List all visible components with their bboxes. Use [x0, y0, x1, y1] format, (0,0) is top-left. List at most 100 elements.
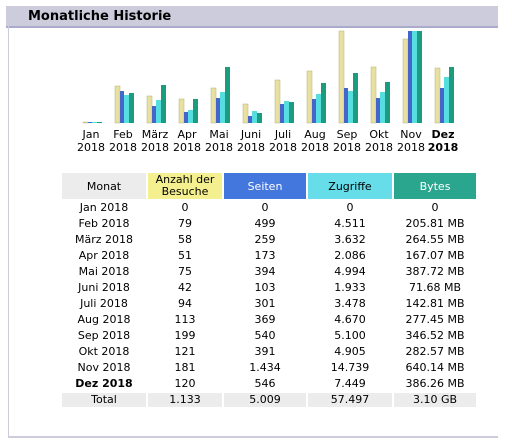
cell-month: Nov 2018: [77, 361, 131, 374]
cell-visits: 120: [174, 377, 196, 390]
month-label-year: 2018: [77, 141, 105, 154]
table-body: Jan 2018 0 0 0 0 Feb 2018 79 499 4.511 205.81 MB M…: [62, 201, 476, 391]
month-label: März 2018: [138, 128, 172, 154]
bar-pages: [280, 104, 284, 123]
bar-hits: [380, 92, 385, 123]
month-label-year: 2018: [365, 141, 393, 154]
month-label-name: Mai: [209, 128, 229, 141]
bar-pages: [376, 98, 380, 123]
table-total-row: Total 1.133 5.009 57.497 3.10 GB: [62, 393, 476, 407]
cell-hits: 0: [346, 201, 354, 214]
cell-month: Juli 2018: [80, 297, 128, 310]
cell-hits: 4.905: [334, 345, 366, 358]
bar-bytes: [161, 85, 166, 123]
cell-pages: 540: [254, 329, 276, 342]
cell-visits: 42: [178, 281, 192, 294]
bar-pages: [248, 116, 252, 123]
bar-visits: [434, 67, 441, 124]
cell-pages: 1.434: [249, 361, 281, 374]
cell-month: Sep 2018: [77, 329, 131, 342]
bar-hits: [92, 122, 97, 123]
month-label-year: 2018: [269, 141, 297, 154]
cell-hits: 2.086: [334, 249, 366, 262]
cell-visits: 0: [181, 201, 189, 214]
month-label: Apr 2018: [170, 128, 204, 154]
bar-bytes: [257, 113, 262, 123]
total-visits: 1.133: [148, 393, 222, 407]
table-row: März 2018 58 259 3.632 264.55 MB: [62, 233, 476, 247]
cell-month: Okt 2018: [78, 345, 130, 358]
bar-pages: [440, 88, 444, 123]
section-title: Monatliche Historie: [28, 9, 172, 24]
bar-pages: [120, 91, 124, 123]
cell-pages: 259: [254, 233, 276, 246]
month-label-name: Okt: [369, 128, 389, 141]
month-label-year: 2018: [333, 141, 361, 154]
cell-bytes: 142.81 MB: [405, 297, 465, 310]
cell-month: Dez 2018: [75, 377, 133, 390]
bar-hits: [252, 111, 257, 123]
bar-pages: [408, 31, 412, 123]
monthly-history-chart: [82, 30, 454, 124]
cell-pages: 301: [254, 297, 276, 310]
bar-bytes: [289, 102, 294, 123]
bar-bytes: [225, 67, 230, 123]
cell-month: Apr 2018: [78, 249, 130, 262]
cell-pages: 0: [261, 201, 269, 214]
cell-bytes: 167.07 MB: [405, 249, 465, 262]
cell-hits: 3.632: [334, 233, 366, 246]
month-label-name: Juni: [240, 128, 262, 141]
month-label-name: Nov: [400, 128, 422, 141]
cell-visits: 121: [174, 345, 196, 358]
month-label-name: Juli: [274, 128, 292, 141]
total-bytes: 3.10 GB: [394, 393, 476, 407]
cell-bytes: 277.45 MB: [405, 313, 465, 326]
month-label-name: Jan: [82, 128, 100, 141]
month-label: Juli 2018: [266, 128, 300, 154]
bar-pages: [312, 99, 316, 123]
cell-hits: 14.739: [330, 361, 370, 374]
total-hits: 57.497: [308, 393, 392, 407]
cell-visits: 51: [178, 249, 192, 262]
bar-hits: [348, 91, 353, 123]
cell-bytes: 640.14 MB: [405, 361, 465, 374]
bar-bytes: [129, 93, 134, 123]
month-label: Jan 2018: [74, 128, 108, 154]
month-label-year: 2018: [173, 141, 201, 154]
table-row: Apr 2018 51 173 2.086 167.07 MB: [62, 249, 476, 263]
table-header-row: Monat Anzahl der Besuche Seiten Zugriffe…: [62, 173, 476, 199]
table-row: Mai 2018 75 394 4.994 387.72 MB: [62, 265, 476, 279]
bar-visits: [114, 85, 121, 124]
bar-hits: [412, 31, 417, 123]
month-label-year: 2018: [237, 141, 265, 154]
total-pages: 5.009: [224, 393, 306, 407]
cell-pages: 394: [254, 265, 276, 278]
cell-hits: 4.670: [334, 313, 366, 326]
table-row: Juni 2018 42 103 1.933 71.68 MB: [62, 281, 476, 295]
bar-hits: [124, 95, 129, 123]
month-label-name: Feb: [113, 128, 133, 141]
bar-bytes: [353, 73, 358, 123]
header-bytes: Bytes: [394, 173, 476, 199]
month-label-year: 2018: [301, 141, 329, 154]
cell-pages: 369: [254, 313, 276, 326]
cell-month: Feb 2018: [78, 217, 130, 230]
cell-visits: 58: [178, 233, 192, 246]
bar-visits: [402, 38, 409, 124]
bar-hits: [156, 100, 161, 123]
cell-visits: 75: [178, 265, 192, 278]
bar-hits: [444, 77, 449, 123]
month-label: Okt 2018: [362, 128, 396, 154]
bar-visits: [338, 30, 345, 124]
table-row: Sep 2018 199 540 5.100 346.52 MB: [62, 329, 476, 343]
total-label: Total: [62, 393, 146, 407]
cell-bytes: 71.68 MB: [408, 281, 462, 294]
bar-visits: [274, 79, 281, 124]
bar-visits: [178, 98, 185, 124]
cell-visits: 199: [174, 329, 196, 342]
section-header: Monatliche Historie: [6, 6, 498, 28]
month-label-name: Aug: [304, 128, 326, 141]
header-hits: Zugriffe: [308, 173, 392, 199]
bar-hits: [316, 94, 321, 123]
header-visits: Anzahl der Besuche: [148, 173, 222, 199]
